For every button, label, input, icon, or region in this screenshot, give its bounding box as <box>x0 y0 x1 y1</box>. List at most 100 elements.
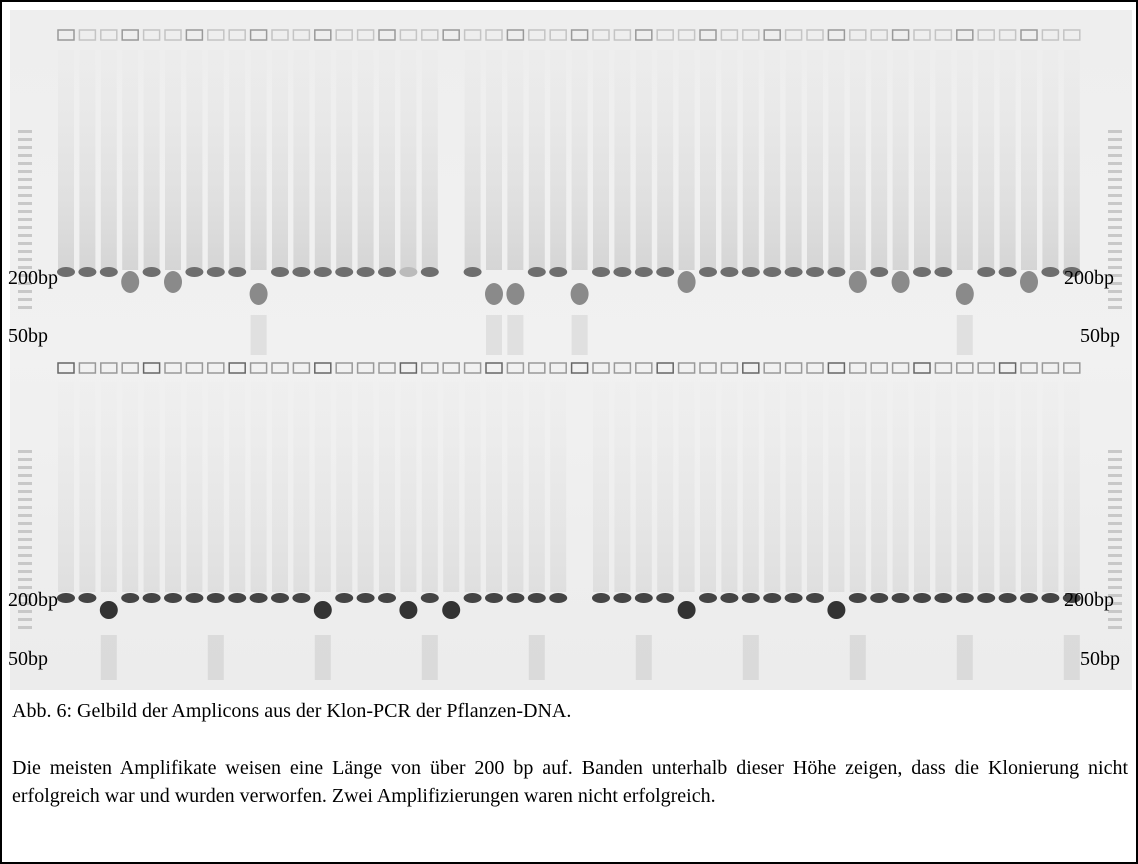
well <box>977 362 995 374</box>
marker-label: 200bp <box>8 267 58 289</box>
smear <box>443 382 460 592</box>
smear <box>229 382 246 592</box>
marker-label: 50bp <box>1080 325 1120 347</box>
ladder-band <box>1108 258 1122 261</box>
band <box>1041 267 1060 277</box>
smear <box>250 50 267 270</box>
well <box>100 29 118 41</box>
smear <box>100 382 117 592</box>
ladder-band <box>18 282 32 285</box>
band <box>763 593 782 603</box>
well <box>699 362 717 374</box>
low-smear <box>100 635 117 680</box>
band <box>228 267 247 277</box>
band <box>228 593 247 603</box>
smear <box>186 382 203 592</box>
ladder-band <box>18 594 32 597</box>
ladder-band <box>1108 178 1122 181</box>
well <box>742 29 760 41</box>
well <box>57 29 75 41</box>
well <box>506 362 525 374</box>
smear <box>785 382 802 592</box>
band <box>164 593 182 603</box>
well <box>913 362 931 374</box>
smear <box>635 50 652 270</box>
low-smear <box>1063 635 1080 680</box>
ladder-band <box>1108 138 1122 141</box>
smear <box>58 382 74 592</box>
band <box>335 267 354 277</box>
well <box>57 362 75 374</box>
ladder-band <box>1108 474 1122 477</box>
smear <box>956 382 973 592</box>
smear <box>571 50 588 270</box>
band <box>99 267 118 277</box>
band <box>848 593 867 603</box>
well <box>763 362 781 374</box>
smear <box>807 382 823 592</box>
smear <box>379 382 395 592</box>
smear <box>978 50 995 270</box>
low-smear <box>314 635 331 680</box>
well <box>1041 362 1060 374</box>
band <box>463 593 482 603</box>
band <box>164 271 182 293</box>
band <box>313 267 332 277</box>
ladder-band <box>18 474 32 477</box>
smear <box>528 50 545 270</box>
smear <box>1021 382 1037 592</box>
smear <box>849 382 866 592</box>
smear <box>764 50 781 270</box>
smear <box>143 382 160 592</box>
well <box>998 362 1017 374</box>
ladder-band <box>18 498 32 501</box>
ladder-band <box>1108 450 1122 453</box>
band <box>549 593 568 603</box>
band <box>527 593 546 603</box>
smear <box>58 50 74 270</box>
smear <box>336 382 353 592</box>
smear <box>143 50 160 270</box>
smear <box>550 50 567 270</box>
well <box>1020 362 1038 374</box>
well <box>677 29 696 41</box>
well <box>185 29 204 41</box>
marker-label: 50bp <box>8 325 48 347</box>
band <box>57 593 75 603</box>
well <box>164 362 182 374</box>
band <box>121 271 140 293</box>
smear <box>357 50 374 270</box>
smear <box>635 382 652 592</box>
smear <box>892 382 909 592</box>
ladder-band <box>18 202 32 205</box>
band <box>57 267 75 277</box>
low-smear <box>956 635 973 680</box>
smear <box>614 382 631 592</box>
smear <box>293 382 310 592</box>
band <box>677 271 696 293</box>
low-smear <box>528 635 545 680</box>
ladder-band <box>1108 522 1122 525</box>
band <box>806 267 824 277</box>
ladder-band <box>18 530 32 533</box>
band <box>271 267 289 277</box>
ladder-band <box>1108 466 1122 469</box>
well <box>228 29 246 41</box>
well <box>228 362 246 374</box>
well <box>271 362 289 374</box>
well <box>870 362 888 374</box>
ladder-band <box>1108 482 1122 485</box>
band <box>78 267 97 277</box>
low-smear <box>207 635 224 680</box>
ladder-band <box>1108 154 1122 157</box>
lanes <box>18 29 1122 680</box>
ladder-band <box>1108 618 1122 621</box>
well <box>356 362 375 374</box>
ladder-band <box>18 450 32 453</box>
well <box>249 362 268 374</box>
band <box>827 601 846 619</box>
well <box>292 362 311 374</box>
ladder-band <box>18 626 32 629</box>
smear <box>293 50 310 270</box>
smear <box>1042 382 1059 592</box>
